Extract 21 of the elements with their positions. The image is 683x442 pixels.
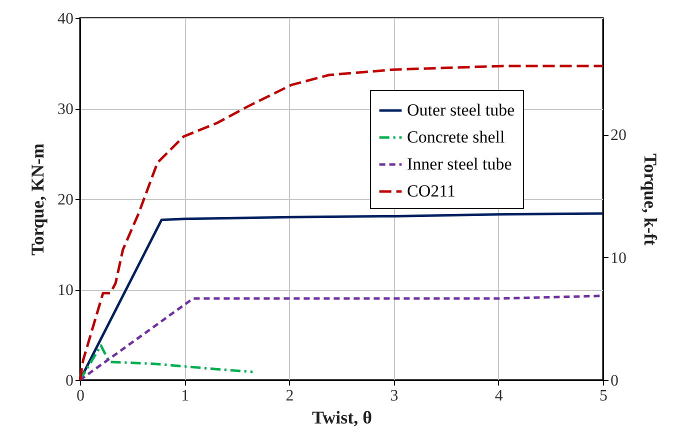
y-tick-label: 30	[58, 101, 74, 118]
x-tick-label: 2	[286, 388, 294, 404]
legend-label: Inner steel tube	[407, 154, 512, 174]
x-tick-label: 1	[181, 388, 190, 404]
y2-tick-label: 20	[610, 127, 626, 144]
y-axis-title: Torque, KN-m	[28, 143, 48, 256]
legend-label: Concrete shell	[407, 128, 505, 146]
x-tick-label: 5	[600, 388, 608, 404]
x-axis-title: Twist, θ	[312, 408, 372, 428]
y-tick-label: 40	[58, 10, 74, 28]
x-tick-label: 3	[390, 388, 398, 404]
x-tick-label: 0	[76, 388, 84, 404]
y2-axis-title: Torque, k-ft	[640, 153, 660, 246]
y2-tick-label: 10	[610, 250, 626, 267]
x-tick-label: 4	[494, 388, 503, 404]
legend-label: CO211	[407, 182, 456, 200]
y2-tick-label: 0	[610, 372, 618, 390]
y-tick-label: 20	[58, 192, 74, 208]
y-tick-label: 10	[58, 282, 74, 299]
legend-label: Outer steel tube	[407, 100, 515, 120]
y-tick-label: 0	[66, 372, 74, 390]
